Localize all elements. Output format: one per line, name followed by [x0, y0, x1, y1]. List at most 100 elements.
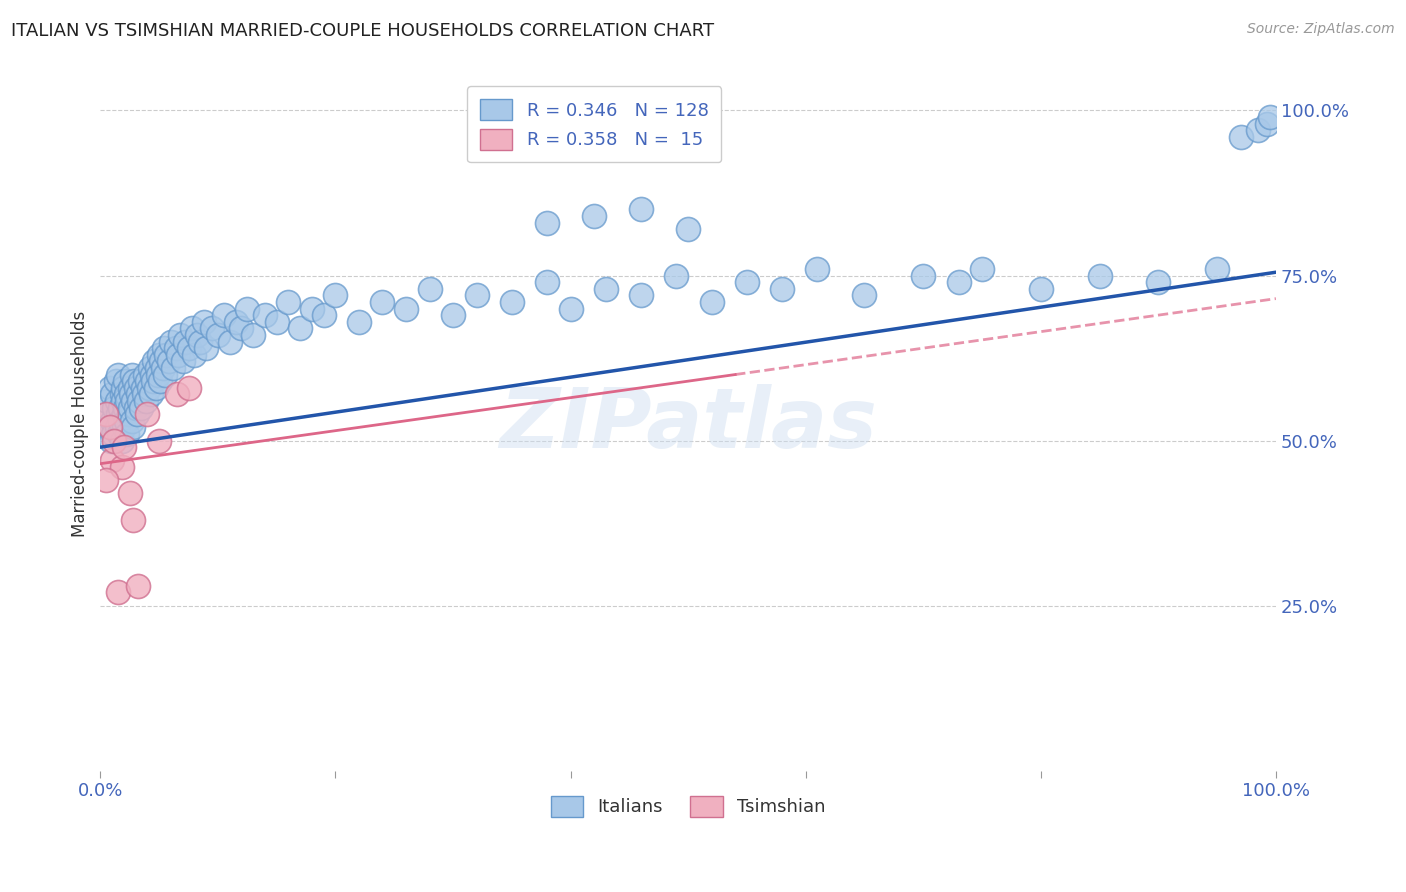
Point [124, 374, 146, 388]
Text: Source: ZipAtlas.com: Source: ZipAtlas.com [1247, 22, 1395, 37]
Point [110, 414, 132, 428]
Point [242, 327, 264, 342]
Point [225, 315, 247, 329]
Point [1258, 110, 1281, 124]
Point [136, 407, 159, 421]
Point [111, 394, 134, 409]
Point [132, 387, 155, 401]
Point [395, 301, 418, 316]
Point [121, 414, 143, 428]
Point [101, 453, 124, 467]
Point [325, 288, 347, 302]
Point [277, 294, 299, 309]
Point [853, 288, 876, 302]
Point [501, 294, 523, 309]
Point [371, 294, 394, 309]
Point [112, 420, 135, 434]
Point [143, 354, 166, 368]
Point [142, 374, 165, 388]
Point [118, 401, 141, 415]
Point [96, 473, 118, 487]
Point [146, 360, 169, 375]
Point [96, 407, 118, 421]
Point [107, 585, 129, 599]
Point [169, 327, 191, 342]
Point [128, 394, 150, 409]
Point [138, 381, 160, 395]
Point [114, 374, 136, 388]
Point [806, 261, 828, 276]
Point [1229, 129, 1251, 144]
Point [301, 301, 323, 316]
Point [155, 348, 177, 362]
Point [1147, 275, 1170, 289]
Point [131, 381, 153, 395]
Point [312, 308, 335, 322]
Point [418, 282, 440, 296]
Point [212, 308, 235, 322]
Point [98, 420, 121, 434]
Point [1256, 117, 1278, 131]
Point [97, 420, 120, 434]
Point [700, 294, 723, 309]
Y-axis label: Married-couple Households: Married-couple Households [72, 311, 89, 537]
Point [111, 381, 134, 395]
Point [110, 434, 132, 448]
Point [177, 341, 200, 355]
Point [165, 341, 187, 355]
Point [139, 387, 162, 401]
Point [115, 387, 138, 401]
Point [150, 354, 173, 368]
Point [117, 394, 139, 409]
Point [121, 368, 143, 382]
Point [195, 341, 218, 355]
Point [183, 348, 205, 362]
Point [138, 360, 160, 375]
Point [207, 327, 229, 342]
Text: ITALIAN VS TSIMSHIAN MARRIED-COUPLE HOUSEHOLDS CORRELATION CHART: ITALIAN VS TSIMSHIAN MARRIED-COUPLE HOUS… [11, 22, 714, 40]
Point [127, 387, 149, 401]
Point [193, 315, 215, 329]
Point [630, 202, 652, 217]
Point [136, 374, 159, 388]
Point [105, 420, 128, 434]
Point [103, 427, 125, 442]
Point [118, 381, 141, 395]
Point [1029, 282, 1052, 296]
Point [117, 407, 139, 421]
Point [103, 434, 125, 448]
Point [96, 407, 118, 421]
Point [105, 394, 128, 409]
Point [1088, 268, 1111, 283]
Point [135, 394, 157, 409]
Point [160, 334, 183, 349]
Point [129, 374, 152, 388]
Point [201, 321, 224, 335]
Point [948, 275, 970, 289]
Point [735, 275, 758, 289]
Text: ZIPatlas: ZIPatlas [499, 384, 877, 465]
Point [186, 327, 208, 342]
Point [595, 282, 617, 296]
Point [141, 368, 163, 382]
Point [153, 368, 176, 382]
Point [120, 387, 142, 401]
Point [124, 381, 146, 395]
Point [583, 209, 606, 223]
Point [1206, 261, 1229, 276]
Point [152, 360, 174, 375]
Point [134, 368, 156, 382]
Point [122, 513, 145, 527]
Point [118, 486, 141, 500]
Point [107, 368, 129, 382]
Point [98, 381, 121, 395]
Point [912, 268, 935, 283]
Point [465, 288, 488, 302]
Point [124, 401, 146, 415]
Point [665, 268, 688, 283]
Point [112, 407, 135, 421]
Point [125, 407, 148, 421]
Point [149, 374, 172, 388]
Point [110, 460, 132, 475]
Point [266, 315, 288, 329]
